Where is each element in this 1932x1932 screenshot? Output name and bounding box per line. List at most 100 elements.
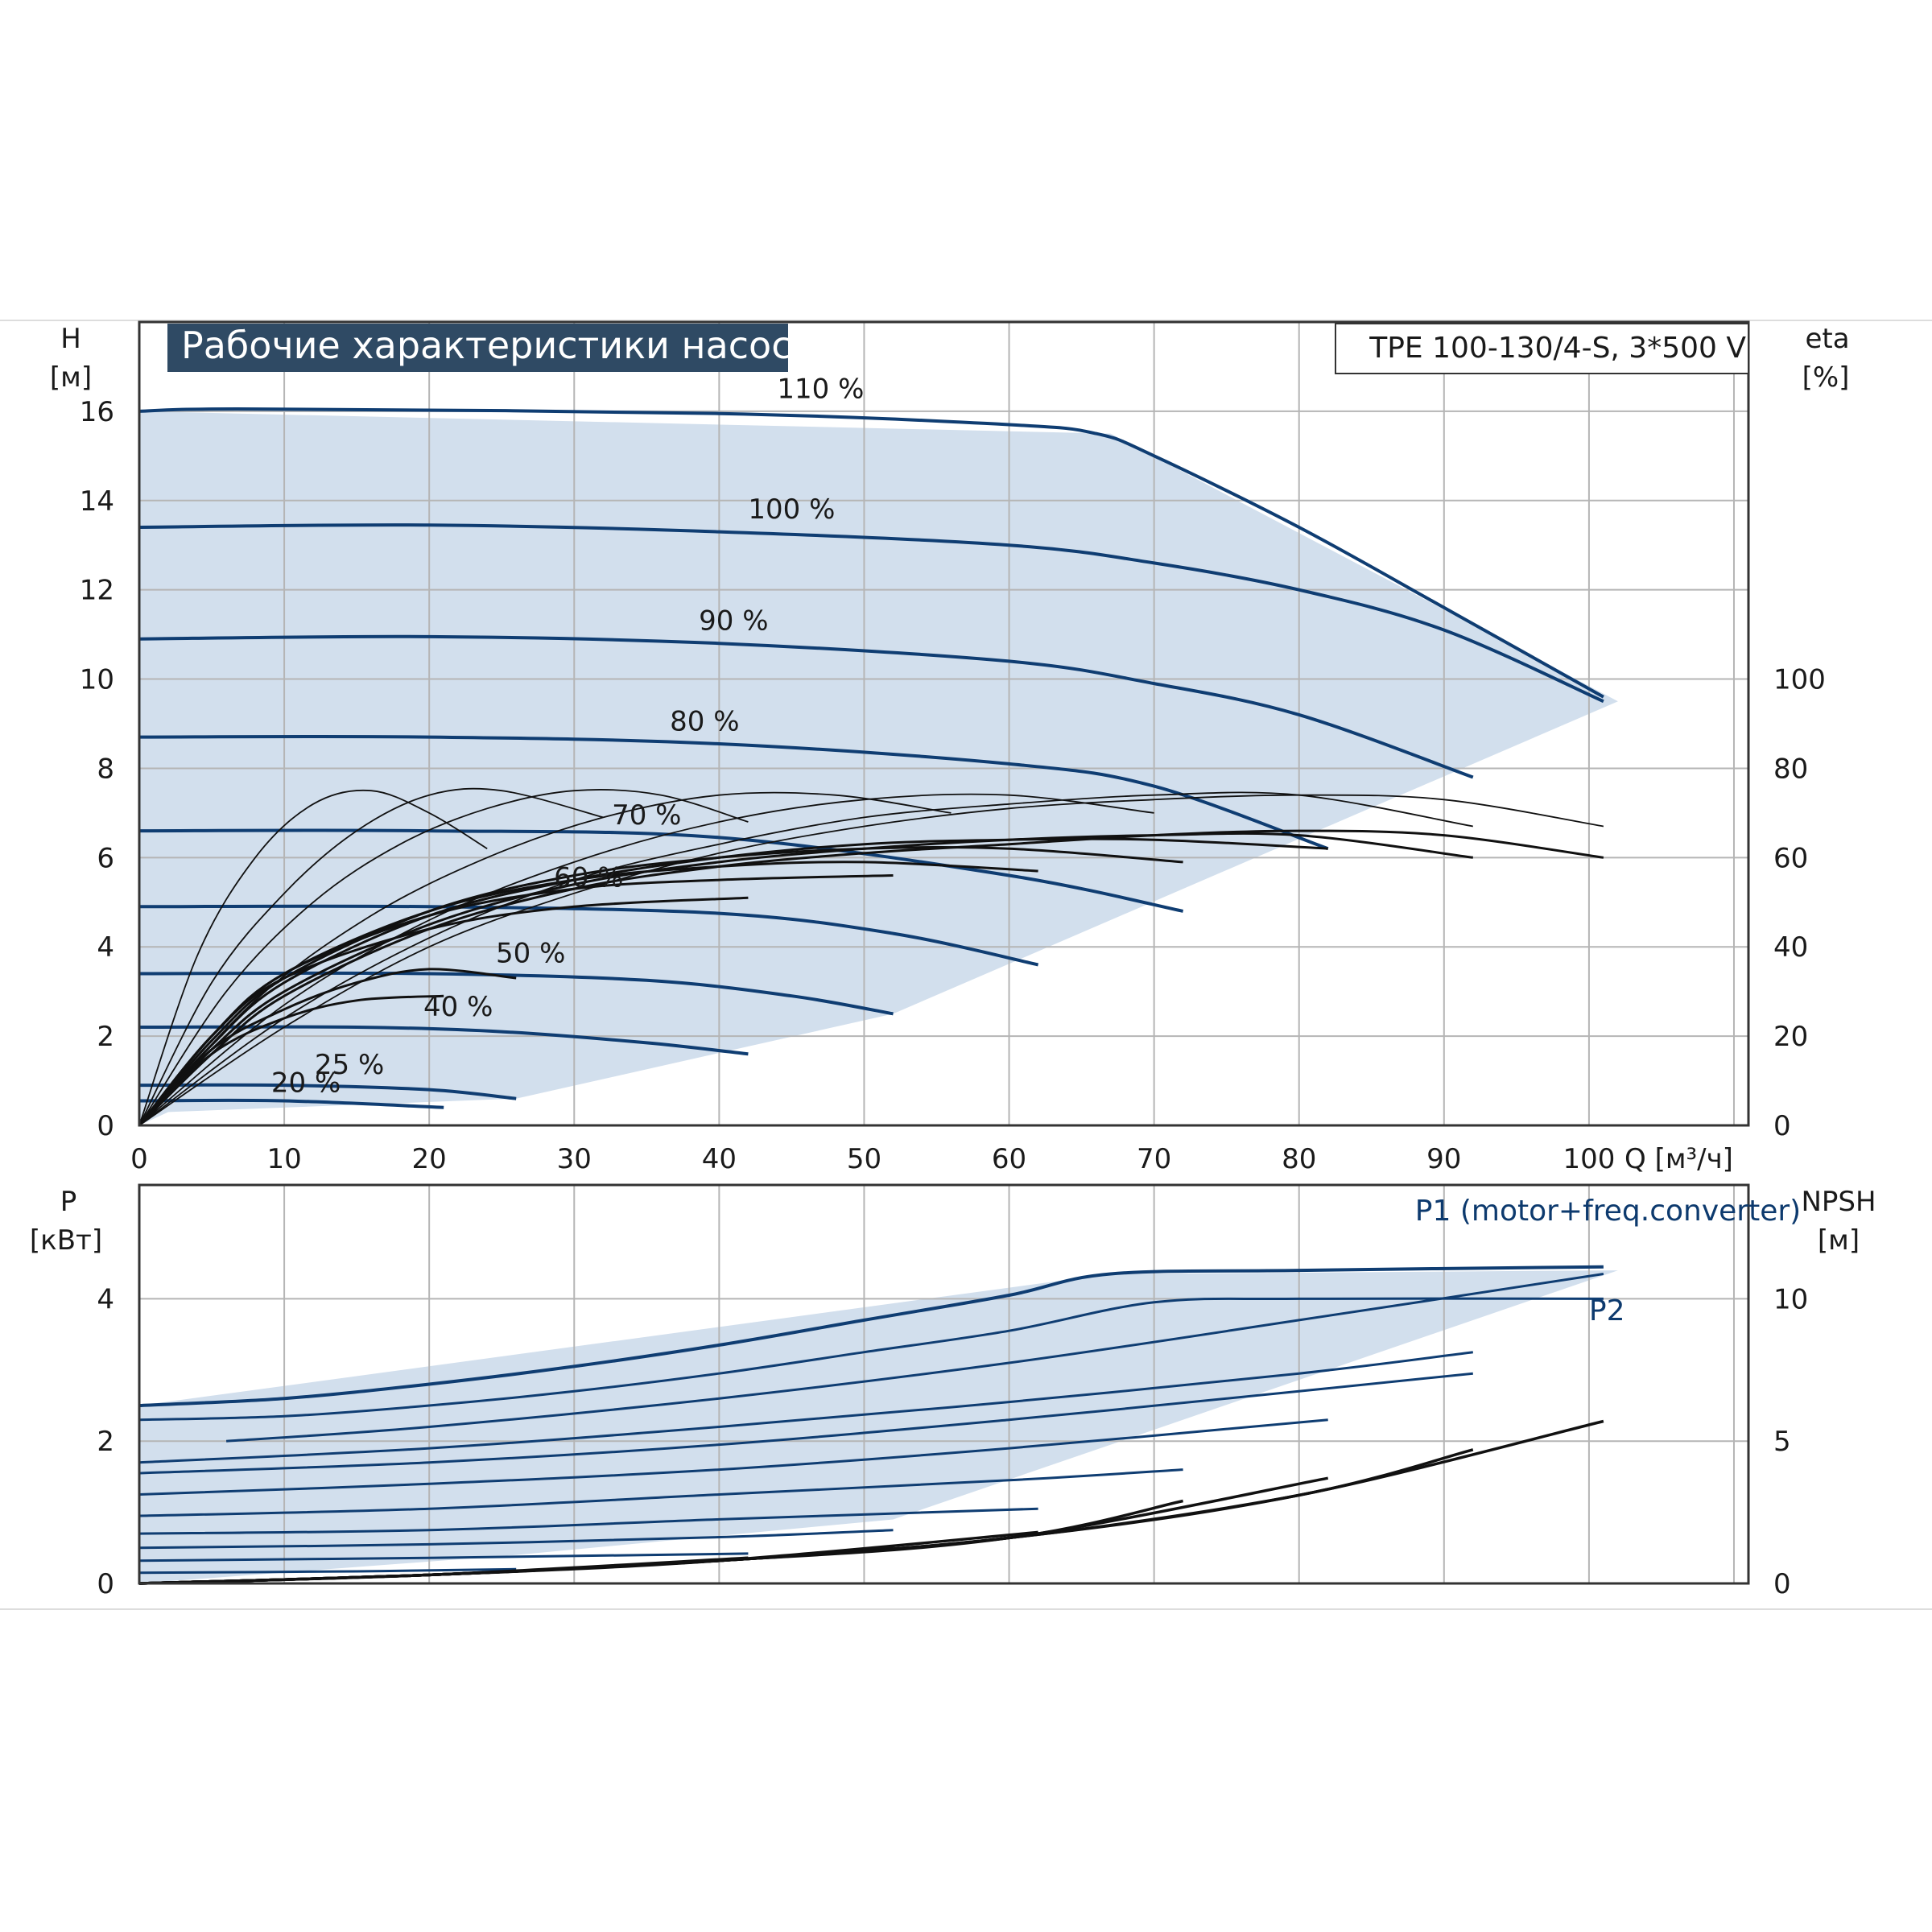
chart-title: Рабочие характеристики насоса xyxy=(181,324,815,367)
x-axis-label: Q [м³/ч] xyxy=(1624,1143,1733,1175)
power-curve-line xyxy=(138,1372,1473,1475)
head-curve-label: 80 % xyxy=(670,705,739,737)
efficiency-curve-line xyxy=(138,789,749,1126)
head-curve-line xyxy=(138,407,1604,699)
npsh-curves xyxy=(138,1419,1604,1585)
eta-tick-label: 80 xyxy=(1773,753,1808,785)
power-curve-label: P2 xyxy=(1589,1294,1625,1327)
x-tick-label: 0 xyxy=(130,1143,148,1175)
efficiency-curve-line xyxy=(138,837,1328,1127)
title-background xyxy=(167,324,788,372)
power-curve-line xyxy=(225,1273,1604,1443)
efficiency-curves xyxy=(138,787,1604,1127)
x-tick-label: 90 xyxy=(1426,1143,1461,1175)
h-axis-unit: [м] xyxy=(50,361,92,394)
power-curve-line xyxy=(138,1468,1183,1517)
head-curve-label: 110 % xyxy=(777,373,864,405)
model-label: TPE 100-130/4-S, 3*500 V xyxy=(1368,332,1746,365)
head-curve-label: 50 % xyxy=(496,938,565,970)
head-curve-label: 60 % xyxy=(554,861,623,894)
efficiency-curve-line xyxy=(138,794,1604,1126)
npsh-curve-line xyxy=(138,1556,749,1585)
npsh-axis-ticks: 0 5 10 xyxy=(1773,1283,1808,1600)
x-tick-label: 70 xyxy=(1137,1143,1171,1175)
eta-axis-unit: [%] xyxy=(1802,361,1850,394)
h-tick-label: 0 xyxy=(97,1110,114,1142)
h-tick-label: 14 xyxy=(80,485,114,518)
x-tick-label: 10 xyxy=(266,1143,301,1175)
power-curve-line xyxy=(138,1529,894,1550)
head-curve-line xyxy=(138,904,1039,967)
head-curve-line xyxy=(138,828,1184,913)
head-curve-label: 20 % xyxy=(271,1067,341,1099)
x-tick-label: 30 xyxy=(557,1143,592,1175)
h-tick-label: 2 xyxy=(97,1021,114,1053)
bottom-grid xyxy=(139,1185,1748,1583)
npsh-tick-label: 10 xyxy=(1773,1283,1808,1315)
npsh-tick-label: 5 xyxy=(1773,1426,1791,1458)
h-tick-label: 12 xyxy=(80,575,114,607)
p-axis-unit: [кВт] xyxy=(30,1224,102,1257)
h-tick-label: 8 xyxy=(97,753,114,785)
power-curve-line xyxy=(138,1567,517,1575)
p-axis-label: P xyxy=(60,1186,77,1218)
npsh-axis-unit: [м] xyxy=(1818,1224,1860,1257)
x-tick-label: 80 xyxy=(1282,1143,1316,1175)
x-tick-label: 100 xyxy=(1563,1143,1615,1175)
x-tick-label: 40 xyxy=(702,1143,737,1175)
power-curve-line xyxy=(138,1265,1604,1407)
head-efficiency-chart: 0 10 20 30 40 50 60 70 80 90 100 0 2 4 6 8 10 12 14 16 0 20… xyxy=(50,320,1850,1175)
head-curve-line xyxy=(138,634,1474,779)
x-axis-ticks: 0 10 20 30 40 50 60 70 80 90 100 xyxy=(130,1143,1615,1175)
efficiency-curve-line xyxy=(138,832,1473,1127)
power-curve-line xyxy=(138,1507,1038,1535)
x-tick-label: 50 xyxy=(847,1143,881,1175)
efficiency-curve-line xyxy=(138,787,604,1126)
top-plot-frame xyxy=(138,320,1750,1127)
efficiency-curve-line xyxy=(138,789,488,1126)
power-npsh-chart: 0 2 4 0 5 10 P1 (motor+freq.converter) P2 P [… xyxy=(30,1183,1876,1600)
p-axis-ticks: 0 2 4 xyxy=(97,1283,114,1600)
efficiency-curve-line xyxy=(138,896,749,1126)
head-curve-label: 25 % xyxy=(315,1049,384,1081)
x-tick-label: 20 xyxy=(412,1143,447,1175)
head-curve-line xyxy=(138,523,1604,704)
head-curve-label: 100 % xyxy=(748,493,835,526)
power-curve-label: P1 (motor+freq.converter) xyxy=(1415,1195,1801,1228)
bottom-plot-frame xyxy=(138,1183,1750,1585)
power-curve-labels: P1 (motor+freq.converter) P2 xyxy=(1415,1195,1801,1327)
efficiency-curve-line xyxy=(138,793,1154,1126)
efficiency-curve-line xyxy=(138,845,1183,1126)
eta-tick-label: 60 xyxy=(1773,842,1808,874)
eta-tick-label: 20 xyxy=(1773,1021,1808,1053)
head-curve-label: 90 % xyxy=(699,605,768,638)
head-curve-label: 40 % xyxy=(423,991,493,1023)
h-tick-label: 4 xyxy=(97,931,114,964)
eta-tick-label: 40 xyxy=(1773,931,1808,964)
head-curve-line xyxy=(138,734,1329,851)
head-curve-labels: 110 % 100 % 90 % 80 % 70 % 60 % 50 %40 % 25 %20… xyxy=(271,373,865,1099)
npsh-axis-label: NPSH xyxy=(1801,1186,1876,1218)
p-tick-label: 4 xyxy=(97,1283,114,1315)
p-tick-label: 0 xyxy=(97,1568,114,1600)
power-curves xyxy=(138,1265,1604,1575)
eta-axis-ticks: 0 20 40 60 80 100 xyxy=(1773,664,1826,1142)
model-box xyxy=(1335,323,1749,374)
head-curve-label: 70 % xyxy=(612,799,681,832)
eta-axis-label: eta xyxy=(1805,323,1849,355)
p-tick-label: 2 xyxy=(97,1426,114,1458)
power-curve-line xyxy=(138,1552,749,1563)
eta-tick-label: 0 xyxy=(1773,1110,1791,1142)
efficiency-curve-line xyxy=(138,829,1604,1127)
efficiency-curve-line xyxy=(138,791,1473,1126)
efficiency-curve-line xyxy=(138,968,517,1127)
h-tick-label: 10 xyxy=(80,664,114,696)
h-axis-label: H xyxy=(60,323,81,355)
efficiency-curve-line xyxy=(138,791,952,1126)
power-curve-line xyxy=(138,1351,1473,1464)
h-tick-label: 6 xyxy=(97,842,114,874)
power-curve-line xyxy=(138,1297,1604,1422)
x-tick-label: 60 xyxy=(992,1143,1026,1175)
power-curve-line xyxy=(138,1418,1328,1496)
